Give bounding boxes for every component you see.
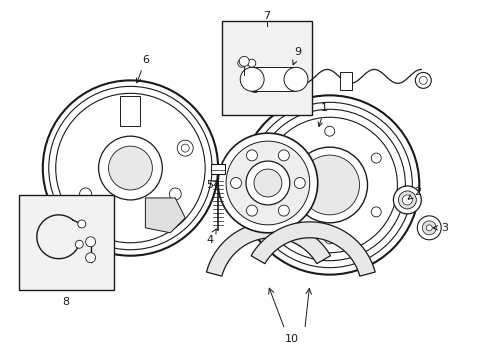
Circle shape <box>49 86 212 250</box>
Circle shape <box>181 144 189 152</box>
Bar <box>276 67 290 85</box>
Circle shape <box>75 240 83 248</box>
Circle shape <box>246 150 257 161</box>
Text: 7: 7 <box>263 11 270 21</box>
Circle shape <box>246 205 257 216</box>
Circle shape <box>80 188 91 200</box>
Circle shape <box>177 140 193 156</box>
Circle shape <box>370 153 381 163</box>
Polygon shape <box>206 222 330 276</box>
Circle shape <box>225 141 309 225</box>
Circle shape <box>278 150 289 161</box>
Circle shape <box>246 102 411 268</box>
Circle shape <box>253 169 281 197</box>
Text: 2: 2 <box>407 187 420 199</box>
Circle shape <box>78 220 85 228</box>
Circle shape <box>42 80 218 256</box>
Polygon shape <box>145 198 185 233</box>
Text: 3: 3 <box>432 223 447 233</box>
Bar <box>252 67 295 91</box>
Text: 5: 5 <box>206 180 217 190</box>
Circle shape <box>324 234 334 244</box>
Circle shape <box>294 177 305 189</box>
Circle shape <box>278 207 287 217</box>
Circle shape <box>422 221 435 235</box>
Circle shape <box>245 161 289 205</box>
Circle shape <box>278 205 289 216</box>
Circle shape <box>284 67 307 91</box>
Circle shape <box>239 57 249 66</box>
Circle shape <box>278 153 287 163</box>
Bar <box>19 195 113 289</box>
Text: 6: 6 <box>136 55 148 83</box>
Bar <box>120 96 140 126</box>
Bar <box>211 164 224 174</box>
Text: 8: 8 <box>62 297 70 306</box>
Text: 4: 4 <box>206 229 216 245</box>
Circle shape <box>124 110 136 122</box>
Circle shape <box>218 133 317 233</box>
Circle shape <box>240 95 419 275</box>
Circle shape <box>416 216 440 240</box>
Circle shape <box>253 109 405 261</box>
Circle shape <box>419 76 427 84</box>
Text: 9: 9 <box>292 48 301 65</box>
Circle shape <box>307 189 315 197</box>
Circle shape <box>240 67 264 91</box>
Circle shape <box>426 225 431 231</box>
Circle shape <box>247 59 255 67</box>
Circle shape <box>299 155 359 215</box>
Circle shape <box>248 80 261 92</box>
Circle shape <box>56 93 205 243</box>
Text: 10: 10 <box>284 334 298 345</box>
Circle shape <box>169 188 181 200</box>
Circle shape <box>85 237 95 247</box>
Circle shape <box>324 126 334 136</box>
Circle shape <box>291 147 367 223</box>
Bar <box>339 72 351 90</box>
Circle shape <box>230 177 241 189</box>
Circle shape <box>237 59 245 67</box>
Circle shape <box>85 253 95 263</box>
Text: 1: 1 <box>318 103 327 126</box>
Circle shape <box>402 195 411 205</box>
Circle shape <box>99 136 162 200</box>
Circle shape <box>393 186 421 214</box>
Circle shape <box>262 117 397 253</box>
Circle shape <box>414 72 430 88</box>
Bar <box>222 21 311 115</box>
Polygon shape <box>250 222 374 276</box>
Circle shape <box>306 198 312 204</box>
Circle shape <box>370 207 381 217</box>
Circle shape <box>398 191 415 209</box>
Circle shape <box>108 146 152 190</box>
